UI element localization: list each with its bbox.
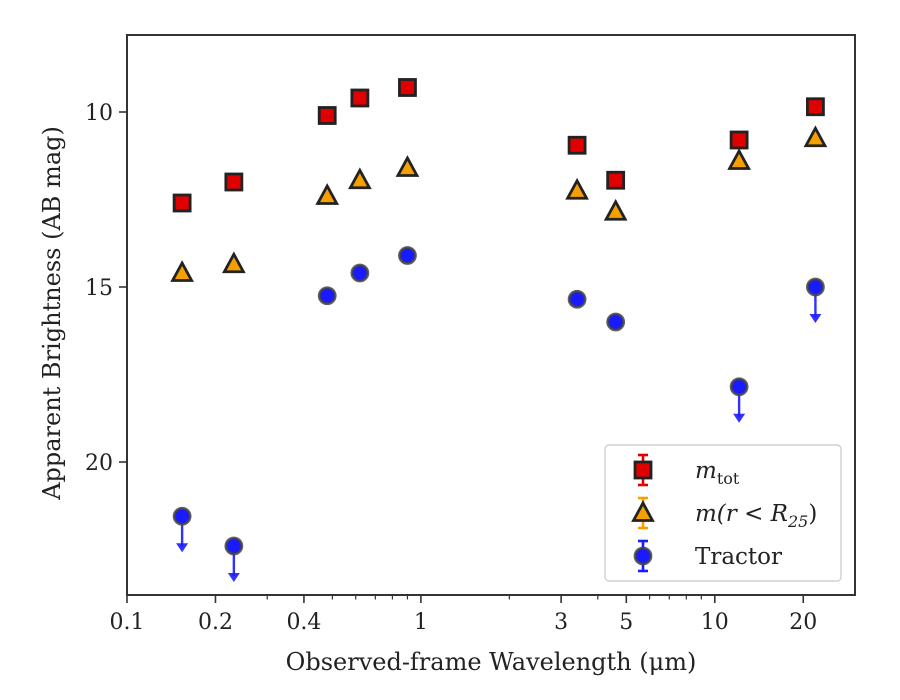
legend-label-tail: )	[808, 501, 817, 527]
legend-label-main: m	[695, 458, 717, 484]
m-r25-point	[315, 183, 340, 205]
x-tick-label: 5	[619, 610, 633, 635]
legend-label-main: Tractor	[695, 544, 782, 570]
x-tick-label: 0.2	[198, 610, 233, 635]
y-tick-label: 15	[85, 276, 113, 301]
x-tick-label: 1	[414, 610, 428, 635]
m-r25-point	[395, 155, 420, 177]
upper-limit-arrow-head	[176, 543, 189, 553]
y-tick-label: 10	[85, 101, 113, 126]
legend-label: mtot	[695, 458, 740, 488]
upper-limit-arrow-head	[733, 413, 746, 423]
m-r25-point	[170, 260, 194, 282]
x-tick-label: 20	[789, 610, 817, 635]
legend: mtot m(r < R25) Tractor	[604, 444, 842, 582]
x-tick-label: 0.4	[286, 610, 321, 635]
m-r25-point	[727, 148, 751, 170]
legend-box	[604, 444, 842, 582]
y-tick-label: 20	[85, 451, 113, 476]
x-tick-label: 3	[554, 610, 568, 635]
y-axis-title: Apparent Brightness (AB mag)	[38, 126, 66, 501]
legend-label: Tractor	[695, 544, 782, 570]
legend-label-subscript: 25	[787, 512, 808, 531]
legend-marker	[631, 500, 655, 522]
x-tick-label: 0.1	[110, 610, 145, 635]
upper-limit-arrow-head	[227, 573, 240, 582]
legend-label-subscript: tot	[717, 469, 740, 488]
legend-marker	[633, 460, 653, 480]
marks-layer	[170, 78, 828, 582]
upper-limit-arrow-head	[809, 314, 822, 323]
m-r25-point	[348, 167, 372, 190]
legend-label: m(r < R25)	[695, 501, 817, 531]
x-tick-label: 10	[701, 610, 729, 635]
m-r25-point	[565, 177, 589, 200]
legend-label-main: m(r < R	[695, 501, 788, 527]
axis-ticks: 0.1 0.2 0.4 1 3 5 10 20 10 15 20	[85, 101, 817, 635]
m-r25-point	[803, 125, 828, 148]
legend-marker	[633, 546, 653, 566]
m-r25-point	[603, 198, 628, 221]
m-r25-point	[222, 251, 246, 274]
x-axis-title: Observed-frame Wavelength (μm)	[286, 648, 697, 676]
plot-frame	[126, 34, 856, 596]
